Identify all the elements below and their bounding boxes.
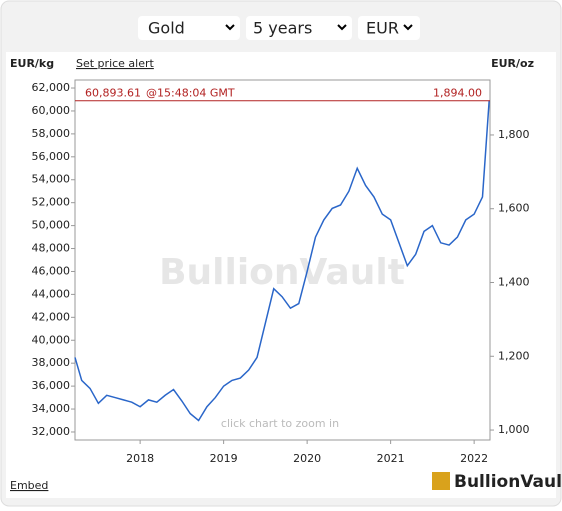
y-tick-label: 62,000 (32, 81, 71, 94)
y-tick-label: 54,000 (32, 173, 71, 186)
y-tick-label: 32,000 (32, 425, 71, 438)
current-price-oz: 1,894.00 (433, 87, 482, 100)
hint: click chart to zoom in (221, 417, 339, 430)
current-price: 60,893.61 (85, 87, 141, 100)
y-tick-label: 34,000 (32, 402, 71, 415)
x-tick-label: 2020 (293, 452, 321, 465)
price-line (74, 100, 490, 422)
y-tick-label: 46,000 (32, 264, 71, 277)
embed-link[interactable]: Embed (10, 479, 48, 492)
price-alert[interactable]: Set price alert (76, 57, 155, 70)
y-tick-label: 60,000 (32, 104, 71, 117)
y2-tick-label: 1,800 (498, 128, 530, 141)
y-tick-label: 36,000 (32, 379, 71, 392)
y-label: EUR/kg (10, 57, 54, 70)
x-tick-label: 2018 (126, 452, 154, 465)
y-tick-label: 42,000 (32, 310, 71, 323)
select[interactable] (246, 16, 352, 40)
select[interactable] (358, 16, 420, 40)
y-tick-label: 48,000 (32, 242, 71, 255)
logo-icon (432, 472, 450, 490)
x-tick-label: 2021 (377, 452, 405, 465)
y-tick-label: 38,000 (32, 356, 71, 369)
select-text[interactable]: 5 years (253, 19, 312, 38)
select-text[interactable]: EUR (366, 19, 399, 38)
plot-frame (74, 79, 491, 441)
select[interactable] (138, 16, 240, 40)
select-text[interactable]: Gold (148, 19, 185, 38)
watermark: BullionVault (159, 252, 405, 293)
y2-tick-label: 1,200 (498, 349, 530, 362)
y-tick-label: 58,000 (32, 127, 71, 140)
y2-tick-label: 1,400 (498, 276, 530, 289)
y-tick-label: 50,000 (32, 219, 71, 232)
x-tick-label: 2022 (460, 452, 488, 465)
y-tick-label: 56,000 (32, 150, 71, 163)
y2-tick-label: 1,000 (498, 423, 530, 436)
chevron (225, 24, 413, 31)
y-tick-label: 52,000 (32, 196, 71, 209)
x-tick-label: 2019 (210, 452, 238, 465)
logo: BullionVault (454, 472, 562, 492)
y-tick-label: 44,000 (32, 287, 71, 300)
y2-label: EUR/oz (491, 57, 534, 70)
current-time: @15:48:04 GMT (146, 87, 235, 100)
y-tick-label: 40,000 (32, 333, 71, 346)
y2-tick-label: 1,600 (498, 202, 530, 215)
